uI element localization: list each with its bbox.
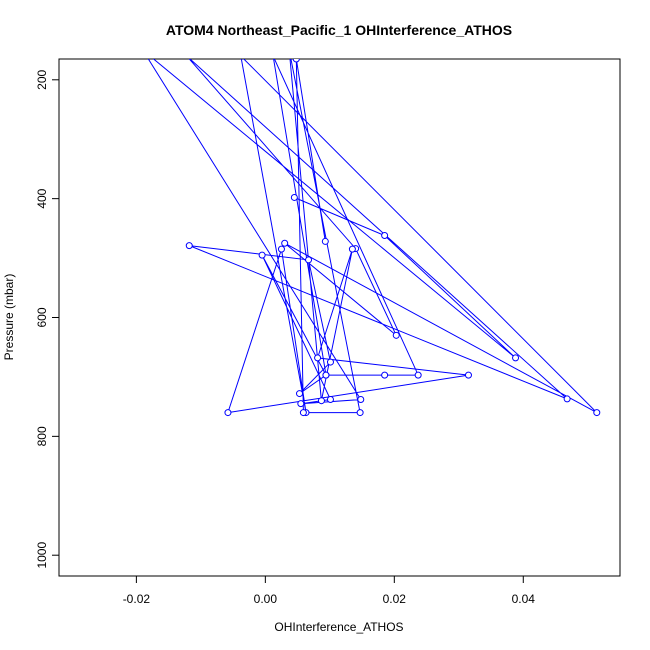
- data-point: [317, 397, 325, 405]
- data-point: [296, 390, 304, 398]
- y-tick-label: 1000: [35, 542, 49, 569]
- data-point: [185, 242, 193, 250]
- data-point: [348, 245, 356, 253]
- data-point: [512, 354, 520, 362]
- data-point: [224, 409, 232, 417]
- data-point: [414, 371, 422, 379]
- data-point: [258, 251, 266, 259]
- data-point: [277, 245, 285, 253]
- data-point: [357, 396, 365, 404]
- data-point: [563, 395, 571, 403]
- x-tick-label: -0.02: [123, 592, 151, 606]
- data-point: [305, 256, 313, 264]
- y-axis: 200 400 600 800 1000: [35, 69, 59, 569]
- data-point: [292, 59, 300, 63]
- y-tick-label: 800: [35, 426, 49, 446]
- data-point: [464, 371, 472, 379]
- x-tick-label: 0.02: [383, 592, 407, 606]
- x-axis-label: OHInterference_ATHOS: [274, 620, 403, 634]
- data-point: [326, 358, 334, 366]
- data-point: [381, 371, 389, 379]
- x-tick-label: 0.00: [254, 592, 278, 606]
- y-axis-label: Pressure (mbar): [2, 274, 16, 361]
- data-point: [381, 231, 389, 239]
- data-point: [593, 409, 601, 417]
- y-tick-label: 200: [35, 69, 49, 89]
- x-tick-label: 0.04: [512, 592, 536, 606]
- data-point: [392, 331, 400, 339]
- data-point: [290, 193, 298, 201]
- data-point: [356, 409, 364, 417]
- x-axis: -0.02 0.00 0.02 0.04: [123, 576, 536, 606]
- data-point: [297, 400, 305, 408]
- plot-area: [147, 59, 601, 417]
- data-point: [314, 354, 322, 362]
- plot-frame: [58, 58, 621, 577]
- series-line: [147, 59, 598, 414]
- chart-title: ATOM4 Northeast_Pacific_1 OHInterference…: [166, 22, 512, 38]
- data-point: [299, 409, 307, 417]
- y-tick-label: 400: [35, 188, 49, 208]
- data-point: [322, 371, 330, 379]
- y-tick-label: 600: [35, 307, 49, 327]
- data-point: [326, 396, 334, 404]
- data-point: [321, 237, 329, 245]
- data-point: [281, 239, 289, 247]
